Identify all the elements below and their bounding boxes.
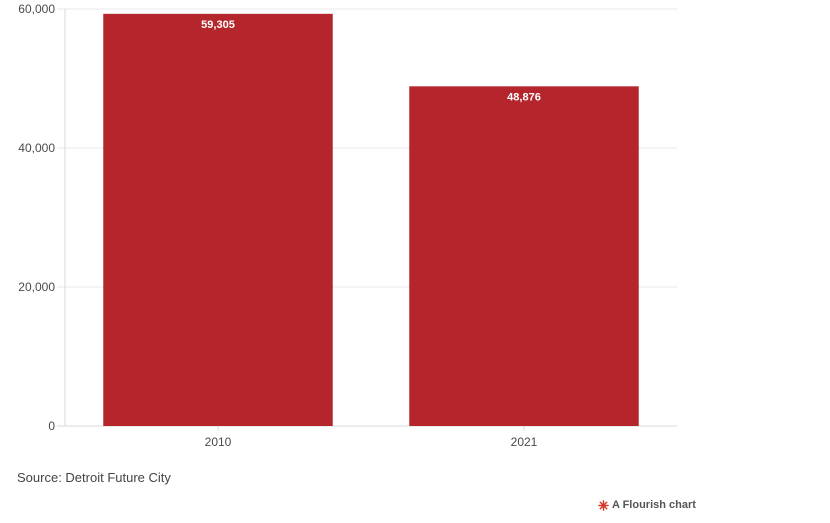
bar (103, 13, 333, 426)
flourish-credit-label: A Flourish chart (612, 499, 696, 511)
data-label: 59,305 (201, 19, 235, 31)
y-tick-label: 60,000 (18, 2, 55, 16)
y-tick-label: 20,000 (18, 280, 55, 294)
flourish-credit-link[interactable]: A Flourish chart (598, 499, 696, 511)
flourish-logo-icon (598, 499, 609, 511)
bar (409, 86, 639, 426)
x-tick-label: 2010 (205, 435, 232, 449)
y-tick-label: 40,000 (18, 141, 55, 155)
chart-source: Source: Detroit Future City (17, 470, 171, 485)
x-tick-label: 2021 (511, 435, 538, 449)
y-tick-label: 0 (48, 419, 55, 433)
bar-chart: 0 20,000 40,000 60,000 59,305 2010 48,876 2021 (18, 2, 677, 449)
data-label: 48,876 (507, 91, 541, 103)
